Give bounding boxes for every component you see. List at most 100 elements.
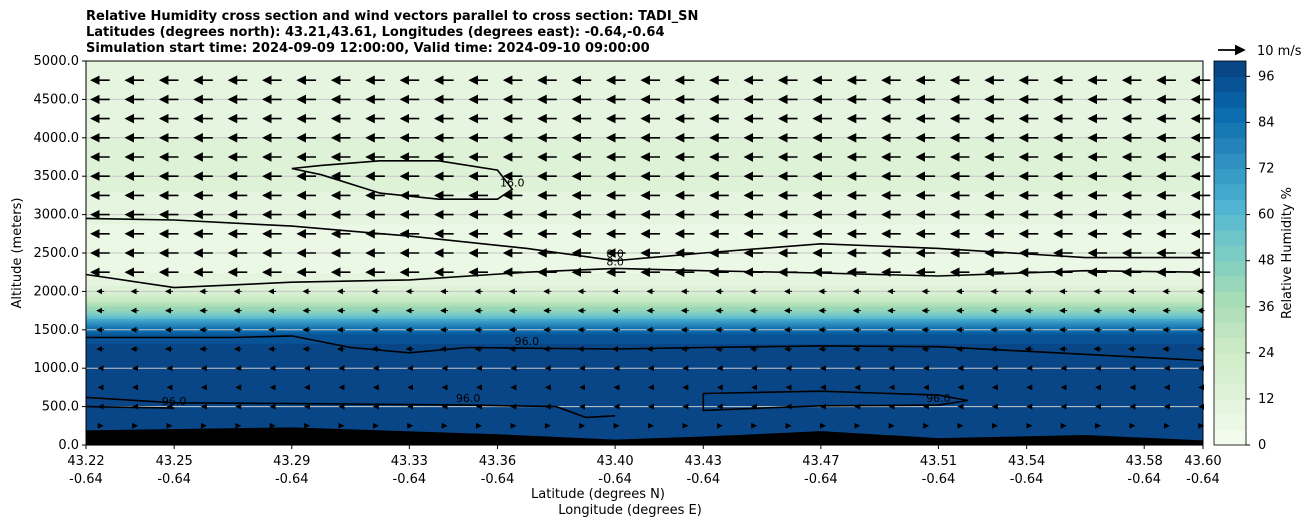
y-tick-label: 1500.0 xyxy=(34,323,80,338)
rh-band xyxy=(86,205,1203,208)
x-tick-label-lon: -0.64 xyxy=(1186,472,1220,487)
rh-band xyxy=(86,406,1203,410)
rh-band xyxy=(86,370,1203,373)
rh-band xyxy=(86,354,1203,358)
rh-band xyxy=(86,239,1203,243)
rh-band xyxy=(86,316,1203,319)
rh-band xyxy=(86,366,1203,369)
colorbar-segment xyxy=(1214,168,1246,185)
contour-line xyxy=(702,390,968,412)
x-tick-label-lat: 43.58 xyxy=(1126,454,1163,469)
rh-band xyxy=(86,168,1203,172)
rh-band xyxy=(86,276,1203,279)
x-tick-label-lat: 43.36 xyxy=(479,454,516,469)
x-tick-label-lon: -0.64 xyxy=(1127,472,1161,487)
rh-band xyxy=(86,181,1203,185)
rh-band xyxy=(86,107,1203,110)
x-tick-label-lon: -0.64 xyxy=(804,472,838,487)
rh-band xyxy=(86,331,1203,335)
rh-band xyxy=(86,379,1203,383)
rh-band xyxy=(86,356,1203,360)
rh-band xyxy=(86,260,1203,264)
rh-band xyxy=(86,324,1203,327)
rh-band xyxy=(86,62,1203,66)
rh-band xyxy=(86,145,1203,148)
rh-band xyxy=(86,264,1203,268)
rh-band xyxy=(86,91,1203,95)
rh-band xyxy=(86,141,1203,145)
colorbar-segment xyxy=(1214,122,1246,139)
rh-band xyxy=(86,89,1203,93)
colorbar-segment xyxy=(1214,199,1246,216)
colorbar-segment xyxy=(1214,291,1246,308)
rh-band xyxy=(86,241,1203,244)
rh-band xyxy=(86,66,1203,70)
rh-band xyxy=(86,352,1203,356)
rh-band xyxy=(86,358,1203,362)
rh-band xyxy=(86,64,1203,68)
rh-band xyxy=(86,87,1203,91)
rh-band xyxy=(86,85,1203,89)
rh-band xyxy=(86,206,1203,210)
colorbar-segment xyxy=(1214,91,1246,108)
x-tick-label-lon: -0.64 xyxy=(157,472,191,487)
x-tick-label-lon: -0.64 xyxy=(393,472,427,487)
rh-band xyxy=(86,185,1203,189)
rh-band xyxy=(86,385,1203,388)
colorbar-tick-label: 84 xyxy=(1258,115,1275,130)
y-tick-label: 4500.0 xyxy=(34,92,80,107)
rh-band xyxy=(86,318,1203,321)
x-tick-label-lon: -0.64 xyxy=(69,472,103,487)
rh-band xyxy=(86,237,1203,241)
rh-band xyxy=(86,312,1203,316)
rh-band xyxy=(86,375,1203,379)
x-tick-label-lat: 43.47 xyxy=(802,454,839,469)
colorbar-segment xyxy=(1214,337,1246,354)
x-tick-label-lon: -0.64 xyxy=(598,472,632,487)
rh-band xyxy=(86,262,1203,266)
contour-line xyxy=(291,160,514,200)
x-tick-label-lon: -0.64 xyxy=(275,472,309,487)
y-tick-label: 4000.0 xyxy=(34,131,80,146)
rh-band xyxy=(86,325,1203,329)
x-tick-label-lon: -0.64 xyxy=(1010,472,1044,487)
rh-band xyxy=(86,339,1203,342)
colorbar-segment xyxy=(1214,183,1246,200)
terrain xyxy=(86,427,1203,445)
rh-band xyxy=(86,427,1203,431)
rh-band xyxy=(86,387,1203,390)
rh-band xyxy=(86,397,1203,400)
rh-band xyxy=(86,279,1203,283)
rh-band xyxy=(86,410,1203,413)
rh-band xyxy=(86,381,1203,385)
x-tick-label-lat: 43.51 xyxy=(920,454,957,469)
rh-band xyxy=(86,61,1203,64)
colorbar-segment xyxy=(1214,214,1246,231)
rh-band xyxy=(86,218,1203,221)
rh-band xyxy=(86,293,1203,296)
contour-label: 16.0 xyxy=(500,176,525,189)
chart-title-line-1: Relative Humidity cross section and wind… xyxy=(86,9,699,24)
contour-line xyxy=(85,396,616,419)
rh-band xyxy=(86,164,1203,168)
rh-band xyxy=(86,391,1203,394)
rh-band xyxy=(86,110,1203,114)
y-tick-label: 3500.0 xyxy=(34,169,80,184)
rh-band xyxy=(86,68,1203,72)
rh-band xyxy=(86,289,1203,292)
rh-band xyxy=(86,433,1203,436)
rh-band xyxy=(86,70,1203,74)
rh-band xyxy=(86,283,1203,287)
rh-band xyxy=(86,281,1203,285)
colorbar-segment xyxy=(1214,383,1246,400)
rh-band xyxy=(86,383,1203,387)
rh-band xyxy=(86,183,1203,187)
x-tick-label-lat: 43.60 xyxy=(1184,454,1221,469)
x-tick-label-lat: 43.40 xyxy=(596,454,633,469)
rh-band xyxy=(86,226,1203,229)
rh-band xyxy=(86,400,1203,404)
x-tick-label-lat: 43.22 xyxy=(67,454,104,469)
rh-band xyxy=(86,220,1203,223)
rh-band xyxy=(86,327,1203,331)
rh-band xyxy=(86,291,1203,294)
